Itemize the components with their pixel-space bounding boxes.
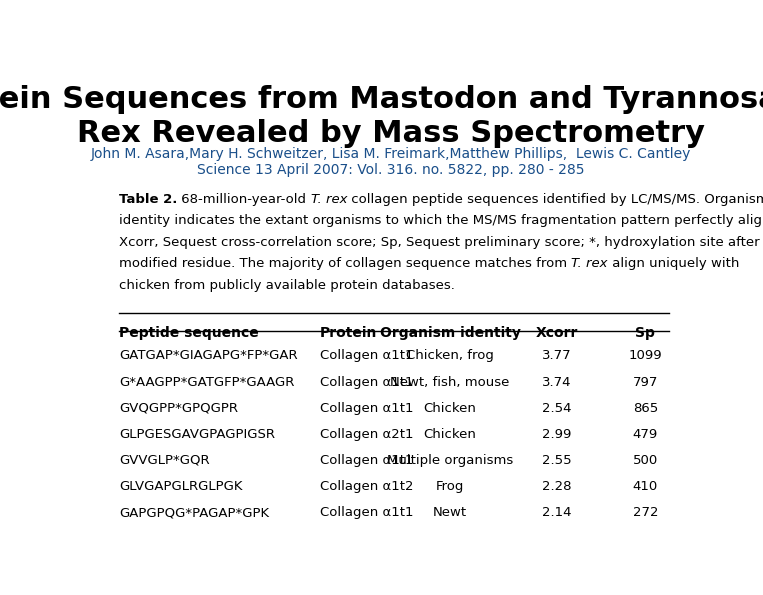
Text: G*AAGPP*GATGFP*GAAGR: G*AAGPP*GATGFP*GAAGR xyxy=(119,375,295,389)
Text: Multiple organisms: Multiple organisms xyxy=(387,454,513,467)
Text: 500: 500 xyxy=(633,454,658,467)
Text: Protein: Protein xyxy=(320,325,378,340)
Text: align uniquely with: align uniquely with xyxy=(608,258,739,270)
Text: Xcorr: Xcorr xyxy=(536,325,578,340)
Text: 3.77: 3.77 xyxy=(542,349,571,362)
Text: Collagen α1t1: Collagen α1t1 xyxy=(320,454,414,467)
Text: Newt, fish, mouse: Newt, fish, mouse xyxy=(391,375,510,389)
Text: identity indicates the extant organisms to which the MS/MS fragmentation pattern: identity indicates the extant organisms … xyxy=(119,214,763,227)
Text: GVQGPP*GPQGPR: GVQGPP*GPQGPR xyxy=(119,402,238,415)
Text: 479: 479 xyxy=(633,428,658,441)
Text: 2.28: 2.28 xyxy=(542,480,571,493)
Text: 2.14: 2.14 xyxy=(542,506,571,519)
Text: 1099: 1099 xyxy=(629,349,662,362)
Text: Protein Sequences from Mastodon and Tyrannosaurus
Rex Revealed by Mass Spectrome: Protein Sequences from Mastodon and Tyra… xyxy=(0,85,763,148)
Text: modified residue. The majority of collagen sequence matches from: modified residue. The majority of collag… xyxy=(119,258,571,270)
Text: Collagen α1t1: Collagen α1t1 xyxy=(320,349,414,362)
Text: 2.54: 2.54 xyxy=(542,402,571,415)
Text: collagen peptide sequences identified by LC/MS/MS. Organism: collagen peptide sequences identified by… xyxy=(347,193,763,206)
Text: Collagen α1t1: Collagen α1t1 xyxy=(320,506,414,519)
Text: T. rex: T. rex xyxy=(571,258,608,270)
Text: Xcorr, Sequest cross-correlation score; Sp, Sequest preliminary score; *, hydrox: Xcorr, Sequest cross-correlation score; … xyxy=(119,236,763,249)
Text: 68-million-year-old: 68-million-year-old xyxy=(178,193,311,206)
Text: GATGAP*GIAGAPG*FP*GAR: GATGAP*GIAGAPG*FP*GAR xyxy=(119,349,298,362)
Text: GLPGESGAVGPAGPIGSR: GLPGESGAVGPAGPIGSR xyxy=(119,428,275,441)
Text: T. rex: T. rex xyxy=(311,193,347,206)
Text: 3.74: 3.74 xyxy=(542,375,571,389)
Text: John M. Asara,Mary H. Schweitzer, Lisa M. Freimark,Matthew Phillips,  Lewis C. C: John M. Asara,Mary H. Schweitzer, Lisa M… xyxy=(91,147,691,161)
Text: Newt: Newt xyxy=(433,506,467,519)
Text: Chicken, frog: Chicken, frog xyxy=(406,349,494,362)
Text: 272: 272 xyxy=(633,506,658,519)
Text: GAPGPQG*PAGAP*GPK: GAPGPQG*PAGAP*GPK xyxy=(119,506,269,519)
Text: Table 2.: Table 2. xyxy=(119,193,178,206)
Text: Collagen α1t1: Collagen α1t1 xyxy=(320,402,414,415)
Text: 2.55: 2.55 xyxy=(542,454,571,467)
Text: Frog: Frog xyxy=(436,480,465,493)
Text: Science 13 April 2007: Vol. 316. no. 5822, pp. 280 - 285: Science 13 April 2007: Vol. 316. no. 582… xyxy=(198,163,584,177)
Text: 410: 410 xyxy=(633,480,658,493)
Text: GVVGLP*GQR: GVVGLP*GQR xyxy=(119,454,210,467)
Text: GLVGAPGLRGLPGK: GLVGAPGLRGLPGK xyxy=(119,480,243,493)
Text: Collagen α1t1: Collagen α1t1 xyxy=(320,375,414,389)
Text: Organism identity: Organism identity xyxy=(380,325,520,340)
Text: Collagen α2t1: Collagen α2t1 xyxy=(320,428,414,441)
Text: Collagen α1t2: Collagen α1t2 xyxy=(320,480,414,493)
Text: 865: 865 xyxy=(633,402,658,415)
Text: 2.99: 2.99 xyxy=(542,428,571,441)
Text: Chicken: Chicken xyxy=(423,402,477,415)
Text: Peptide sequence: Peptide sequence xyxy=(119,325,259,340)
Text: 797: 797 xyxy=(633,375,658,389)
Text: Sp: Sp xyxy=(636,325,655,340)
Text: chicken from publicly available protein databases.: chicken from publicly available protein … xyxy=(119,279,455,292)
Text: Chicken: Chicken xyxy=(423,428,477,441)
